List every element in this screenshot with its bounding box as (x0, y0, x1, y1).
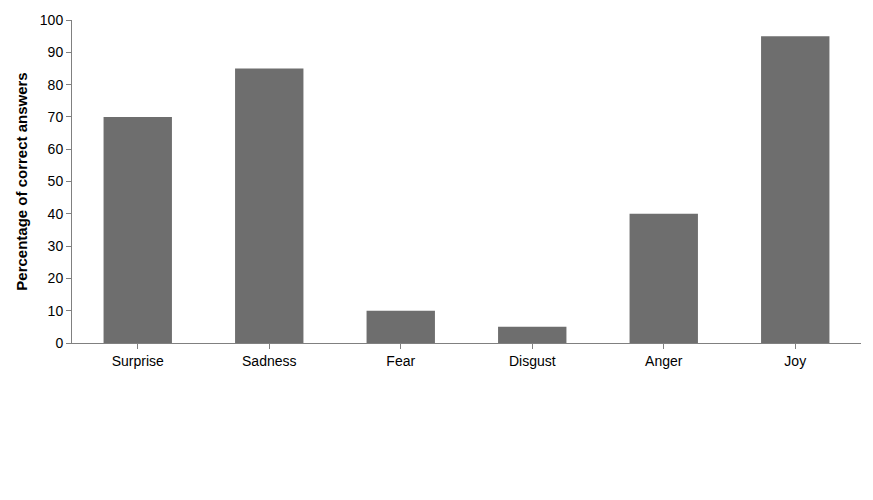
svg-text:Fear: Fear (386, 353, 415, 369)
svg-text:Joy: Joy (784, 353, 806, 369)
svg-text:20: 20 (48, 270, 64, 286)
svg-text:70: 70 (48, 109, 64, 125)
svg-text:Anger: Anger (645, 353, 683, 369)
svg-text:Sadness: Sadness (242, 353, 296, 369)
svg-text:Percentage of correct answers: Percentage of correct answers (13, 72, 30, 290)
svg-text:Disgust: Disgust (509, 353, 556, 369)
svg-text:0: 0 (55, 335, 63, 351)
svg-text:40: 40 (48, 206, 64, 222)
svg-text:10: 10 (48, 303, 64, 319)
svg-text:100: 100 (40, 12, 64, 28)
svg-text:80: 80 (48, 77, 64, 93)
svg-text:30: 30 (48, 238, 64, 254)
svg-text:50: 50 (48, 173, 64, 189)
svg-text:90: 90 (48, 44, 64, 60)
svg-text:60: 60 (48, 141, 64, 157)
svg-text:Surprise: Surprise (112, 353, 164, 369)
